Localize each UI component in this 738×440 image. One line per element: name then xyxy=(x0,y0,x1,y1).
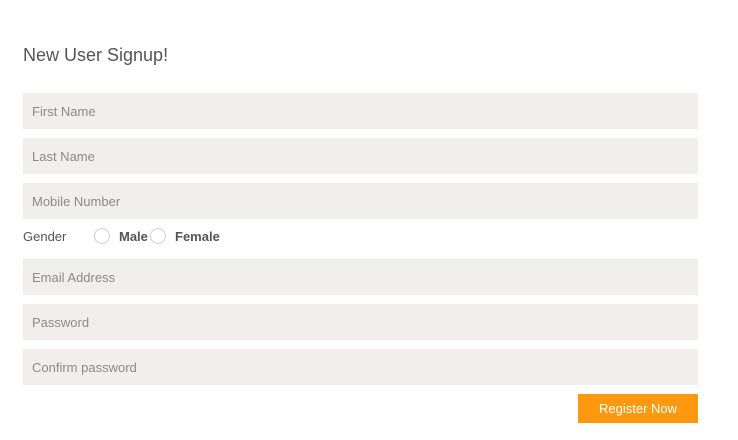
first-name-input[interactable] xyxy=(23,93,698,129)
gender-female-radio[interactable] xyxy=(150,228,166,244)
password-input[interactable] xyxy=(23,304,698,340)
last-name-input[interactable] xyxy=(23,138,698,174)
page-title: New User Signup! xyxy=(23,45,169,65)
confirm-password-input[interactable] xyxy=(23,349,698,385)
gender-label: Gender xyxy=(23,229,67,244)
gender-female-label[interactable]: Female xyxy=(175,229,220,244)
email-address-input[interactable] xyxy=(23,259,698,295)
register-now-button[interactable]: Register Now xyxy=(578,394,698,423)
mobile-number-input[interactable] xyxy=(23,183,698,219)
gender-male-label[interactable]: Male xyxy=(119,229,148,244)
gender-male-radio[interactable] xyxy=(94,228,110,244)
gender-group: Gender Male Female xyxy=(23,227,423,247)
